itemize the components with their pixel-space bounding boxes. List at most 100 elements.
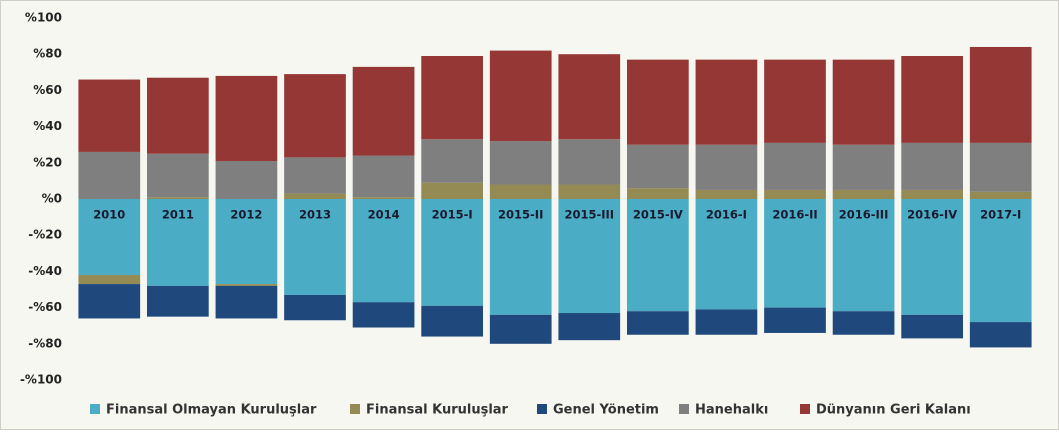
bar-segment <box>352 199 415 303</box>
y-tick-label: %0 <box>42 192 62 206</box>
bar-segment <box>78 151 141 199</box>
legend-label: Finansal Kuruluşlar <box>366 403 509 418</box>
bar-segment <box>284 193 346 199</box>
bar-segment <box>764 142 826 190</box>
bar-segment <box>764 199 826 308</box>
y-tick-label: -%40 <box>28 264 62 278</box>
y-tick-label: %20 <box>33 155 62 169</box>
y-tick-label: %60 <box>33 83 62 97</box>
legend-swatch <box>350 404 360 414</box>
category-label: 2011 <box>162 208 194 222</box>
legend-label: Hanehalkı <box>695 403 768 418</box>
bar-segment <box>627 199 689 312</box>
category-label: 2010 <box>93 208 125 222</box>
category-label: 2016-III <box>839 208 889 222</box>
legend-swatch <box>800 404 810 414</box>
legend-swatch <box>537 404 547 414</box>
bar-segment <box>147 285 209 317</box>
category-label: 2013 <box>299 208 331 222</box>
category-label: 2012 <box>230 208 262 222</box>
bar-segment <box>284 157 346 194</box>
bar-segment <box>352 197 415 199</box>
bar-segment <box>627 188 689 199</box>
bar-segment <box>421 199 483 306</box>
bar-segment <box>969 142 1032 192</box>
category-label: 2014 <box>368 208 400 222</box>
bar-segment <box>352 66 415 156</box>
legend-swatch <box>679 404 689 414</box>
bar-segment <box>969 46 1032 143</box>
bar-segment <box>215 284 278 286</box>
bar-segment <box>352 155 415 198</box>
bar-segment <box>901 142 963 190</box>
bar-segment <box>695 199 758 310</box>
bar-segment <box>695 189 758 199</box>
y-tick-label: -%20 <box>28 228 62 242</box>
category-label: 2016-II <box>772 208 817 222</box>
bar-segment <box>832 59 895 145</box>
bar-segment <box>284 294 346 321</box>
bar-segment <box>352 302 415 328</box>
bar-segment <box>558 199 621 314</box>
category-label: 2015-III <box>564 208 614 222</box>
category-label: 2015-II <box>498 208 543 222</box>
bar-segment <box>627 59 689 145</box>
bar-segment <box>695 144 758 190</box>
y-tick-label: -%80 <box>28 336 62 350</box>
bar-segment <box>489 141 552 185</box>
bar-segment <box>215 75 278 161</box>
bar-segment <box>147 153 209 198</box>
bar-segment <box>627 144 689 189</box>
bar-segment <box>627 311 689 335</box>
bar-segment <box>421 139 483 183</box>
category-label: 2016-I <box>706 208 747 222</box>
category-label: 2015-I <box>432 208 473 222</box>
bar-segment <box>558 184 621 199</box>
legend-swatch <box>90 404 100 414</box>
y-tick-label: -%100 <box>20 373 62 387</box>
bar-segment <box>421 305 483 337</box>
bar-segment <box>558 313 621 341</box>
bar-segment <box>215 199 278 285</box>
bar-segment <box>832 199 895 312</box>
bar-segment <box>147 199 209 286</box>
bar-segment <box>969 199 1032 323</box>
bar-segment <box>421 182 483 199</box>
bar-segment <box>695 59 758 145</box>
bar-segment <box>764 59 826 143</box>
bar-segment <box>78 284 141 319</box>
y-tick-label: -%60 <box>28 300 62 314</box>
bar-segment <box>284 199 346 295</box>
bar-segment <box>78 199 141 276</box>
bar-segment <box>489 50 552 142</box>
bar-segment <box>489 184 552 199</box>
bar-segment <box>764 307 826 333</box>
category-label: 2016-IV <box>907 208 957 222</box>
bar-segment <box>78 79 141 152</box>
bar-segment <box>901 56 963 143</box>
bar-segment <box>284 74 346 158</box>
y-tick-label: %100 <box>25 11 62 25</box>
bar-segment <box>78 275 141 285</box>
legend-label: Genel Yönetim <box>553 403 659 418</box>
y-tick-label: %80 <box>33 47 62 61</box>
category-label: 2017-I <box>980 208 1021 222</box>
bar-segment <box>558 54 621 140</box>
category-label: 2015-IV <box>633 208 683 222</box>
bar-segment <box>832 144 895 190</box>
bar-segment <box>969 191 1032 199</box>
bar-segment <box>969 322 1032 348</box>
legend-label: Dünyanın Geri Kalanı <box>816 403 971 418</box>
bar-segment <box>832 189 895 199</box>
bar-segment <box>215 285 278 319</box>
bar-segment <box>147 197 209 199</box>
bar-segment <box>489 199 552 315</box>
y-tick-label: %40 <box>33 119 62 133</box>
legend-label: Finansal Olmayan Kuruluşlar <box>106 403 317 418</box>
bar-segment <box>489 314 552 344</box>
bar-segment <box>558 139 621 185</box>
bar-segment <box>901 199 963 315</box>
bar-segment <box>764 189 826 199</box>
